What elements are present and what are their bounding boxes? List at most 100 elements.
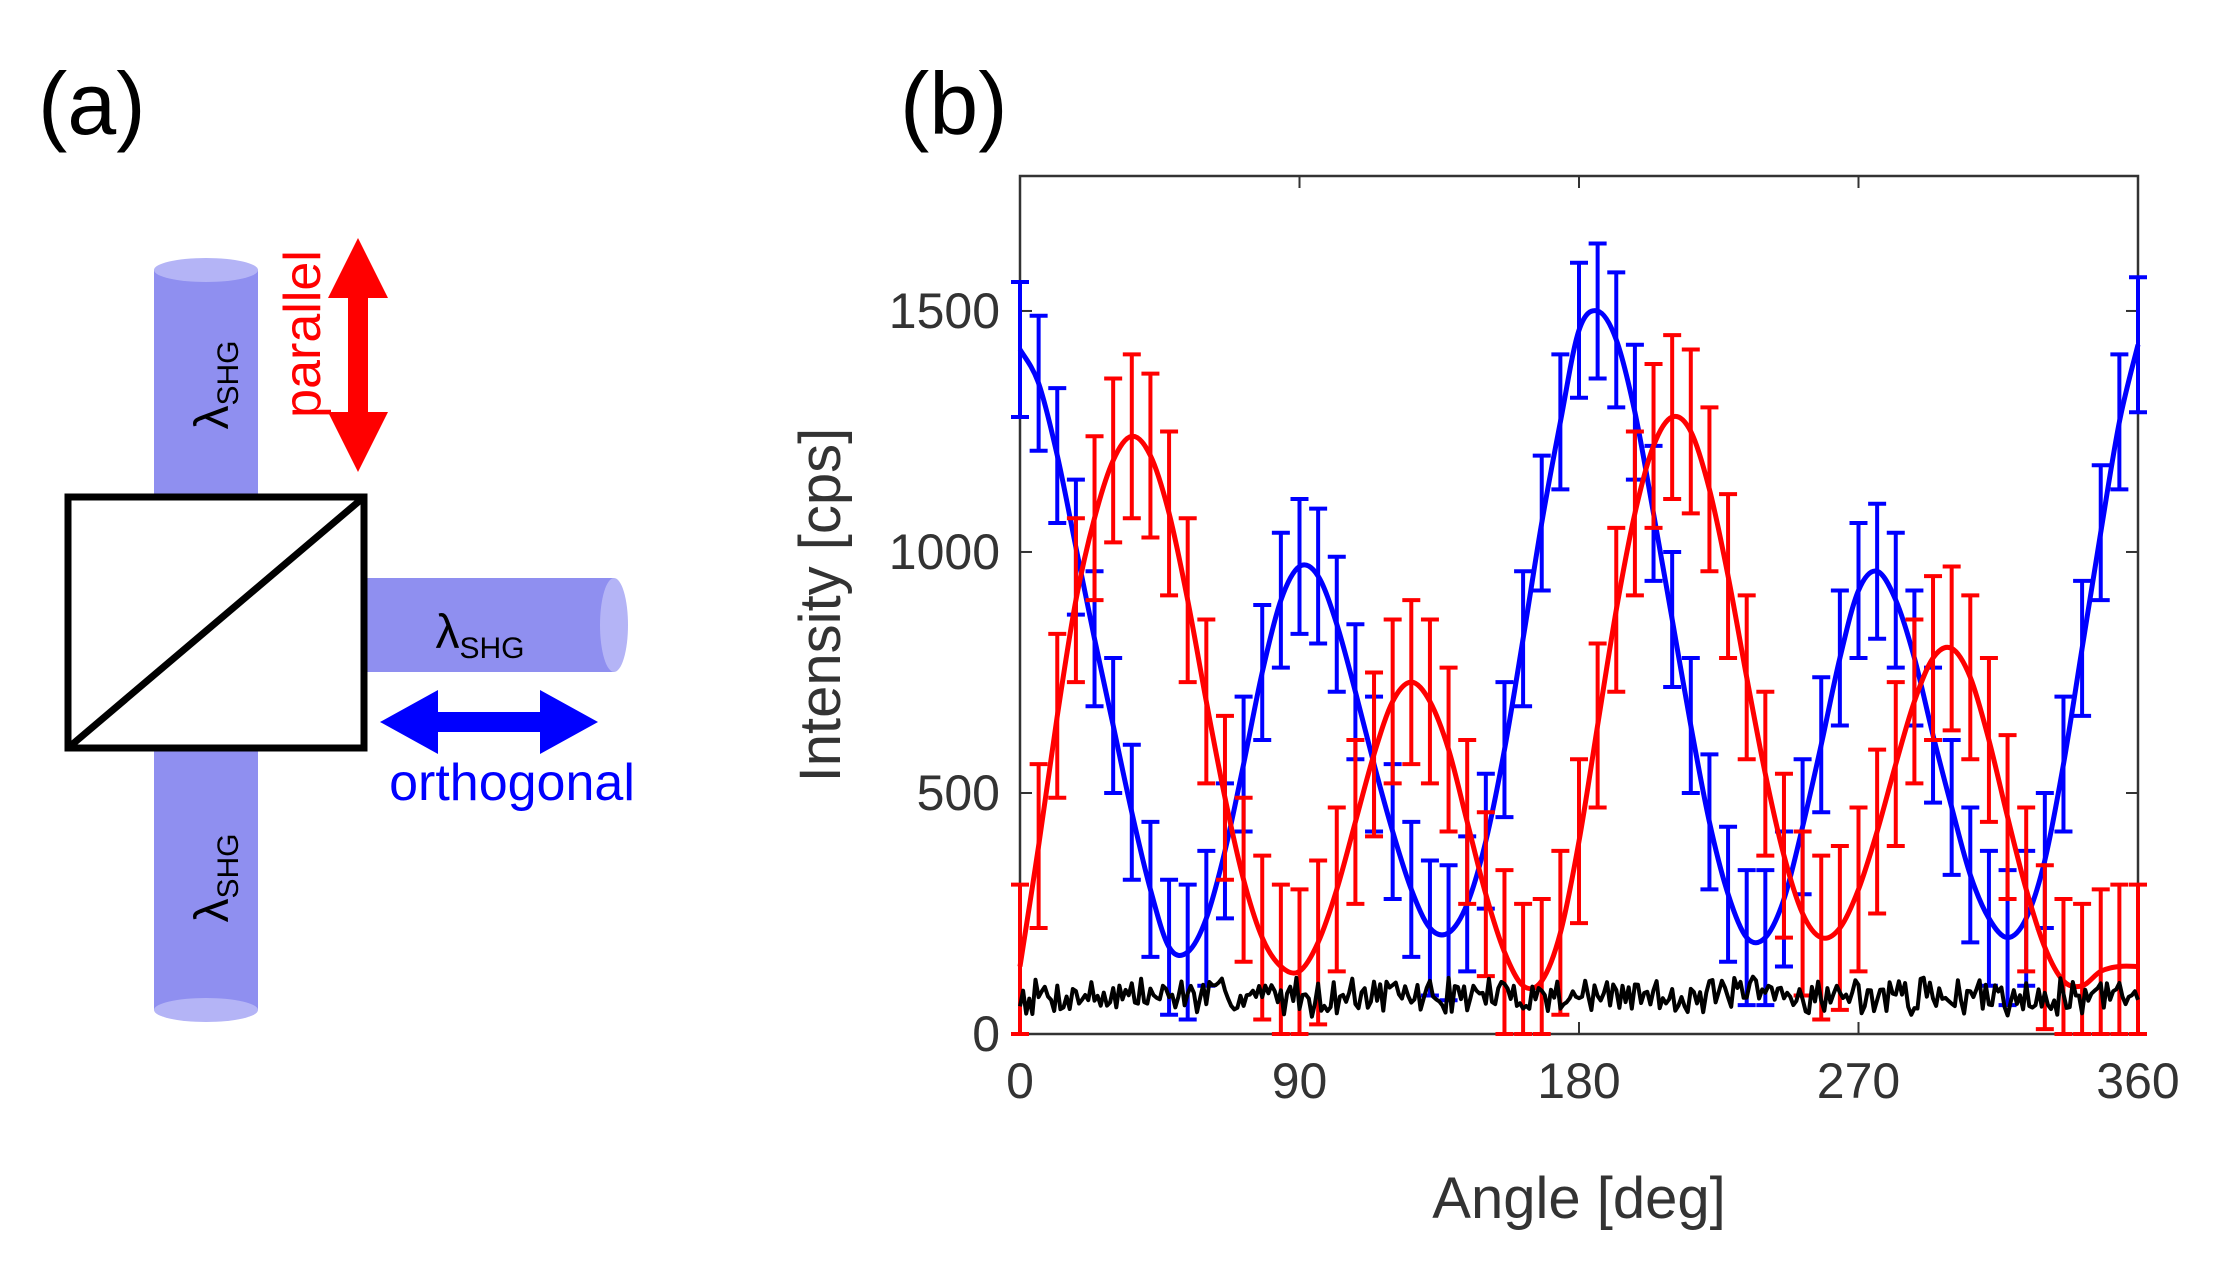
parallel-arrow-head-down bbox=[328, 412, 388, 472]
errorbar-parallel bbox=[1570, 757, 1588, 926]
errorbar-orthogonal bbox=[1886, 530, 1905, 670]
errorbar-orthogonal bbox=[1514, 569, 1533, 709]
panel-b: (b) 0 90 180 270 360 0 500 1000 1500 Angle [deg]… bbox=[788, 54, 2180, 1231]
beam-top-sub: SHG bbox=[212, 340, 245, 405]
errorbar-parallel bbox=[1830, 844, 1849, 1012]
errorbar-orthogonal bbox=[1588, 241, 1607, 381]
y-axis-title: Intensity [cps] bbox=[788, 428, 853, 783]
beam-top bbox=[154, 258, 258, 500]
errorbar-orthogonal bbox=[1868, 501, 1887, 641]
errorbar-orthogonal bbox=[1961, 805, 1980, 945]
axis-ticks: 0 90 180 270 360 0 500 1000 1500 bbox=[889, 176, 2180, 1109]
errorbar-parallel bbox=[1979, 656, 1998, 824]
errorbar-parallel bbox=[1048, 631, 1067, 800]
series-layer bbox=[1011, 241, 2147, 1036]
errorbar-orthogonal bbox=[1812, 675, 1831, 815]
errorbar-parallel bbox=[1420, 617, 1439, 786]
errorbar-parallel bbox=[1160, 429, 1179, 598]
errorbar-orthogonal bbox=[1551, 352, 1570, 492]
errorbar-parallel bbox=[1066, 516, 1085, 685]
errorbar-orthogonal bbox=[2054, 694, 2073, 834]
errorbar-parallel bbox=[1737, 593, 1756, 762]
errorbar-orthogonal bbox=[1681, 656, 1700, 795]
panel-a: (a) λSHG λSHG λSHG bbox=[38, 54, 635, 1022]
plot-area: 0 90 180 270 360 0 500 1000 1500 bbox=[889, 174, 2180, 1109]
errorbar-orthogonal bbox=[1029, 313, 1048, 453]
series-parallel bbox=[1011, 333, 2147, 1036]
orthogonal-label: orthogonal bbox=[389, 754, 635, 812]
errorbar-parallel bbox=[2129, 882, 2147, 1036]
beam-bottom-body bbox=[154, 748, 258, 1010]
errorbar-orthogonal bbox=[1942, 737, 1961, 877]
svg-text:λSHG: λSHG bbox=[186, 340, 245, 429]
errorbar-parallel bbox=[1178, 516, 1197, 685]
errorbar-parallel bbox=[1085, 434, 1104, 603]
beam-top-lambda: λ bbox=[186, 406, 239, 430]
errorbar-orthogonal bbox=[1309, 506, 1328, 646]
errorbar-parallel bbox=[1495, 868, 1514, 1036]
x-axis-title: Angle [deg] bbox=[1432, 1166, 1725, 1231]
svg-text:λSHG: λSHG bbox=[186, 833, 245, 922]
errorbar-orthogonal bbox=[2073, 578, 2092, 718]
errorbar-parallel bbox=[1402, 598, 1421, 767]
orthogonal-arrow bbox=[380, 690, 598, 754]
orthogonal-arrow-head-left bbox=[380, 690, 438, 754]
errorbar-parallel bbox=[1365, 670, 1384, 839]
errorbar-parallel bbox=[1663, 333, 1682, 501]
errorbar-parallel bbox=[1756, 689, 1775, 858]
x-tick-label: 270 bbox=[1817, 1053, 1900, 1109]
errorbar-parallel bbox=[1346, 737, 1365, 906]
series-line-background bbox=[1018, 974, 2140, 1019]
errorbar-orthogonal bbox=[2129, 275, 2147, 415]
errorbar-parallel bbox=[1514, 901, 1533, 1036]
y-tick-label: 1500 bbox=[889, 283, 1000, 339]
parallel-label: parallel bbox=[274, 250, 332, 418]
errorbar-parallel bbox=[1849, 805, 1868, 974]
errorbar-parallel bbox=[1551, 848, 1570, 1017]
cube-diagonal bbox=[65, 494, 367, 751]
errorbar-parallel bbox=[2054, 897, 2073, 1036]
errorbar-parallel bbox=[1905, 617, 1924, 786]
errorbar-parallel bbox=[1942, 564, 1961, 733]
errorbar-orthogonal bbox=[1290, 496, 1309, 636]
errorbar-parallel bbox=[1439, 665, 1458, 834]
errorbar-parallel bbox=[1104, 376, 1123, 545]
panel-a-label: (a) bbox=[38, 54, 146, 153]
x-tick-label: 180 bbox=[1537, 1053, 1620, 1109]
errorbar-orthogonal bbox=[1700, 752, 1719, 892]
errorbar-orthogonal bbox=[1327, 554, 1346, 694]
errorbar-parallel bbox=[1625, 429, 1644, 598]
errorbar-parallel bbox=[1607, 525, 1626, 694]
errorbar-parallel bbox=[1011, 882, 1029, 1036]
errorbar-orthogonal bbox=[1737, 868, 1756, 1008]
errorbar-parallel bbox=[1327, 805, 1346, 974]
x-tick-label: 360 bbox=[2096, 1053, 2179, 1109]
errorbar-orthogonal bbox=[1663, 549, 1682, 689]
beam-bottom-sub: SHG bbox=[212, 833, 245, 898]
beam-bottom-end bbox=[154, 998, 258, 1022]
errorbar-parallel bbox=[1644, 361, 1663, 530]
beam-top-body bbox=[154, 270, 258, 500]
beam-right-lambda: λ bbox=[435, 606, 459, 659]
beam-bottom bbox=[154, 748, 258, 1022]
errorbar-parallel bbox=[1774, 771, 1793, 940]
errorbar-parallel bbox=[1998, 733, 2017, 902]
errorbar-orthogonal bbox=[1849, 521, 1868, 661]
beam-top-end bbox=[154, 258, 258, 282]
errorbar-parallel bbox=[1141, 371, 1160, 540]
parallel-arrow bbox=[328, 238, 388, 472]
errorbar-orthogonal bbox=[1607, 270, 1626, 410]
errorbar-parallel bbox=[2035, 863, 2054, 1032]
errorbar-orthogonal bbox=[2091, 463, 2110, 603]
errorbar-parallel bbox=[2017, 805, 2036, 974]
errorbar-parallel bbox=[1886, 680, 1905, 849]
errorbar-parallel bbox=[1924, 574, 1943, 742]
errorbar-parallel bbox=[1029, 762, 1048, 930]
errorbar-orthogonal bbox=[1253, 603, 1272, 742]
errorbar-parallel bbox=[1868, 747, 1887, 916]
errorbar-parallel bbox=[1961, 593, 1980, 762]
errorbar-orthogonal bbox=[1104, 656, 1123, 795]
errorbar-parallel bbox=[1532, 897, 1551, 1036]
errorbar-parallel bbox=[1681, 347, 1700, 516]
